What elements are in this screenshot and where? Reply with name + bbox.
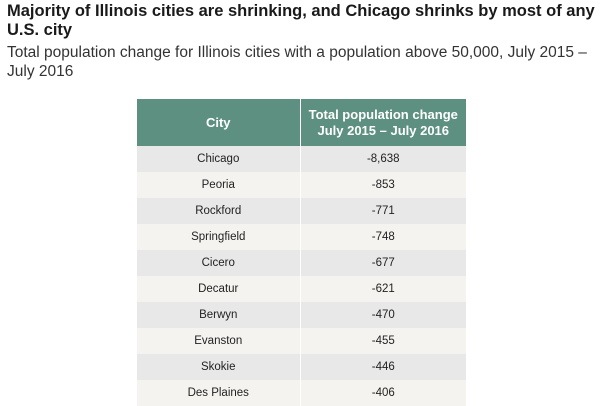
cell-city: Springfield — [137, 224, 301, 250]
cell-city: Skokie — [137, 354, 301, 380]
table-header-row: City Total population change July 2015 –… — [137, 99, 466, 146]
header-city-label: City — [205, 114, 231, 130]
cell-population-change: -677 — [300, 250, 466, 276]
cell-population-change: -470 — [300, 302, 466, 328]
cell-city: Rockford — [137, 198, 301, 224]
cell-city: Peoria — [137, 172, 301, 198]
table-row: Evanston -455 — [137, 328, 466, 354]
table-row: Chicago -8,638 — [137, 146, 466, 172]
header-city: City — [137, 99, 301, 146]
table-row: Peoria -853 — [137, 172, 466, 198]
cell-city: Decatur — [137, 276, 301, 302]
cell-population-change: -853 — [300, 172, 466, 198]
table-row: Springfield -748 — [137, 224, 466, 250]
chart-title: Majority of Illinois cities are shrinkin… — [7, 2, 595, 39]
table-row: Skokie -446 — [137, 354, 466, 380]
header-change-line-1: Total population change — [308, 106, 458, 122]
cell-population-change: -406 — [300, 380, 466, 406]
header-population-change: Total population change July 2015 – July… — [300, 99, 466, 146]
table-row: Cicero -677 — [137, 250, 466, 276]
cell-city: Des Plaines — [137, 380, 301, 406]
cell-city: Berwyn — [137, 302, 301, 328]
table-row: Decatur -621 — [137, 276, 466, 302]
cell-population-change: -8,638 — [300, 146, 466, 172]
table-row: Berwyn -470 — [137, 302, 466, 328]
cell-population-change: -771 — [300, 198, 466, 224]
table-row: Rockford -771 — [137, 198, 466, 224]
cell-city: Evanston — [137, 328, 301, 354]
table-body: Chicago -8,638 Peoria -853 Rockford -771 Sprin… — [137, 146, 466, 406]
cell-city: Cicero — [137, 250, 301, 276]
cell-population-change: -446 — [300, 354, 466, 380]
population-change-table: City Total population change July 2015 –… — [137, 99, 466, 406]
cell-population-change: -455 — [300, 328, 466, 354]
chart-subtitle: Total population change for Illinois cit… — [7, 44, 587, 80]
cell-population-change: -748 — [300, 224, 466, 250]
table-row: Des Plaines -406 — [137, 380, 466, 406]
header-change-line-2: July 2015 – July 2016 — [317, 122, 450, 138]
cell-population-change: -621 — [300, 276, 466, 302]
cell-city: Chicago — [137, 146, 301, 172]
